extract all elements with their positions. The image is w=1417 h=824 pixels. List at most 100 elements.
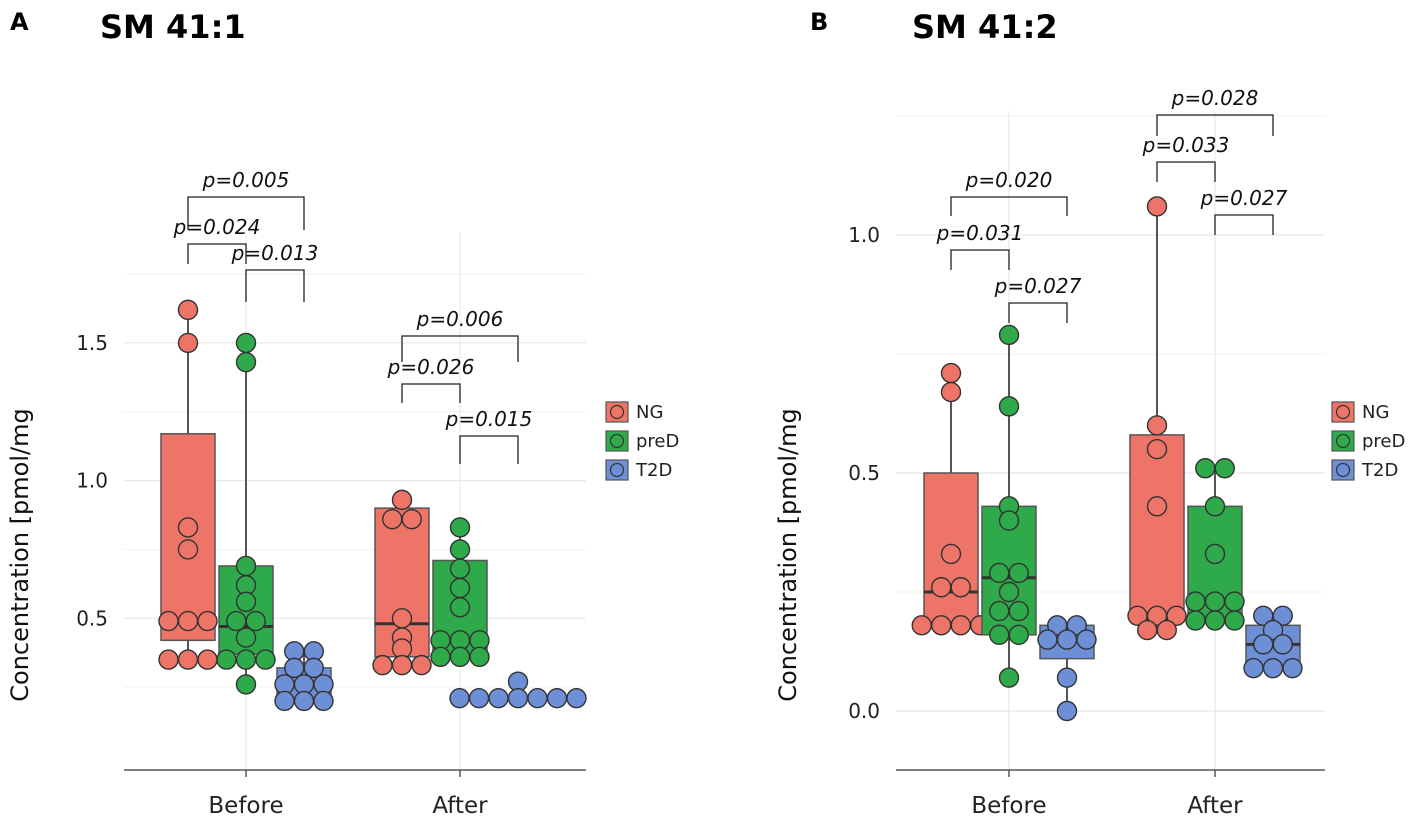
bracket-line (950, 249, 1010, 270)
data-point (313, 690, 334, 712)
data-point (177, 649, 199, 670)
data-point (1146, 196, 1168, 217)
y-tick-label: 0.5 (76, 606, 108, 630)
p-value-label: p=0.013 (231, 241, 319, 265)
legend-item-pred: preD (1331, 430, 1405, 452)
data-point (1146, 439, 1168, 460)
y-axis-title: Concentration [pmol/mg (774, 408, 802, 701)
significance-bracket: p=0.026 (387, 355, 475, 403)
p-value-label: p=0.024 (173, 215, 261, 239)
data-point (1195, 458, 1216, 479)
data-point (469, 646, 490, 668)
significance-bracket: p=0.006 (401, 307, 519, 362)
data-point (1243, 657, 1264, 679)
data-point (1156, 619, 1177, 641)
significance-bracket: p=0.028 (1156, 86, 1274, 136)
panel-title: SM 41:1 (100, 8, 246, 46)
legend-dot (1335, 404, 1351, 420)
legend-label: preD (1362, 431, 1405, 452)
data-point (1262, 657, 1284, 679)
data-point (235, 351, 257, 373)
data-point (391, 654, 413, 676)
data-point (1008, 600, 1029, 622)
data-point (235, 332, 257, 354)
data-point (1204, 610, 1226, 631)
data-point (989, 600, 1010, 622)
significance-bracket: p=0.024 (173, 215, 261, 264)
p-value-label: p=0.033 (1142, 133, 1230, 157)
box-after-t2d (1243, 605, 1303, 679)
data-point (177, 610, 199, 632)
data-point (468, 687, 490, 709)
data-point (1272, 634, 1293, 655)
data-point (1224, 591, 1245, 612)
significance-bracket: p=0.031 (936, 221, 1024, 270)
data-point (216, 649, 237, 670)
data-point (1214, 458, 1235, 479)
data-point (1037, 629, 1058, 650)
bracket-line (1008, 302, 1068, 323)
legend: NG preD T2D (605, 401, 679, 481)
bracket-line (401, 383, 461, 403)
y-tick-label: 0.5 (848, 461, 880, 485)
data-point (1185, 610, 1206, 631)
bracket-line (1156, 161, 1216, 182)
data-point (1146, 415, 1168, 436)
bracket-line (1156, 114, 1274, 136)
data-point (245, 610, 266, 632)
legend-label: T2D (1361, 460, 1398, 481)
legend-dot (1335, 433, 1351, 449)
data-point (255, 649, 276, 670)
data-point (931, 577, 952, 598)
data-point (998, 396, 1020, 417)
data-point (1204, 496, 1226, 517)
data-point (1056, 667, 1078, 688)
p-value-label: p=0.006 (416, 307, 504, 331)
panel-letter: A (10, 8, 29, 36)
y-tick-label: 1.5 (76, 331, 108, 355)
legend-dot (609, 462, 625, 478)
data-point (950, 615, 971, 636)
data-point (235, 591, 257, 612)
p-value-label: p=0.015 (445, 407, 533, 431)
data-point (372, 654, 393, 676)
bracket-line (245, 269, 305, 302)
box-after-ng (1127, 196, 1187, 641)
data-point (411, 654, 432, 676)
legend-item-ng: NG (605, 401, 663, 423)
legend-dot (609, 433, 625, 449)
p-value-label: p=0.031 (936, 221, 1024, 245)
bracket-line (401, 335, 519, 362)
legend-item-ng: NG (1331, 401, 1389, 423)
data-point (1185, 591, 1206, 612)
data-point (235, 674, 257, 695)
data-point (1204, 543, 1226, 565)
data-point (1204, 591, 1226, 612)
bracket-line (459, 435, 519, 464)
data-point (998, 667, 1020, 688)
data-point (940, 543, 962, 565)
data-point (1146, 496, 1168, 517)
data-point (235, 649, 257, 670)
significance-bracket: p=0.027 (994, 274, 1082, 323)
data-point (274, 690, 295, 712)
data-point (998, 581, 1020, 603)
data-point (284, 657, 305, 679)
data-point (1253, 634, 1274, 655)
box-after-pred (1185, 458, 1245, 631)
significance-bracket: p=0.015 (445, 407, 533, 464)
panel-B: B SM 41:2 0.0 0.5 1.0 Before After Concentratio… (774, 8, 1405, 819)
data-point (1224, 610, 1245, 631)
box-before-pred (981, 324, 1037, 688)
data-point (293, 690, 315, 712)
data-point (197, 610, 218, 632)
data-point (449, 646, 471, 668)
data-point (1282, 657, 1303, 679)
box-before-ng (158, 299, 218, 670)
p-value-label: p=0.026 (387, 355, 475, 379)
y-axis-title: Concentration [pmol/mg (6, 408, 34, 701)
legend-item-pred: preD (605, 430, 679, 452)
significance-bracket: p=0.020 (950, 168, 1068, 216)
legend-label: T2D (635, 460, 672, 481)
